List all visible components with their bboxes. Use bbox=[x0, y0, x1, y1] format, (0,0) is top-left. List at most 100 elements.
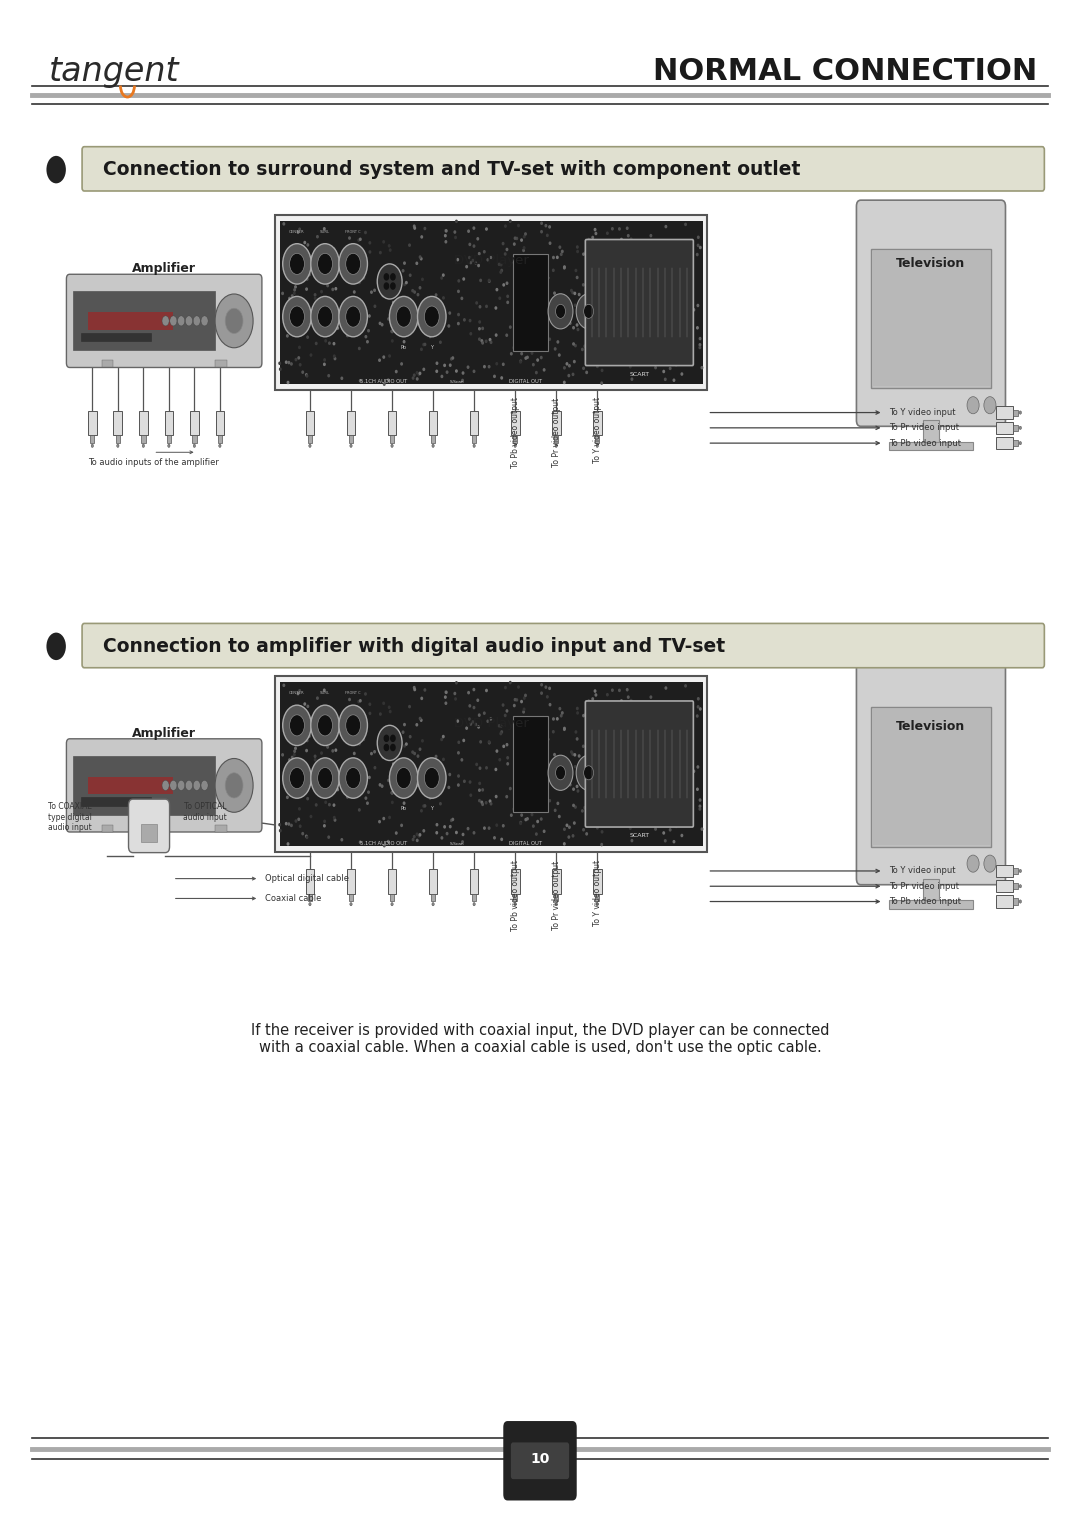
Circle shape bbox=[367, 802, 368, 804]
Circle shape bbox=[395, 370, 397, 373]
Circle shape bbox=[537, 821, 539, 822]
Circle shape bbox=[673, 840, 675, 843]
Circle shape bbox=[294, 289, 296, 290]
Circle shape bbox=[335, 287, 337, 290]
Bar bbox=[593, 869, 602, 894]
Circle shape bbox=[280, 368, 281, 370]
Circle shape bbox=[536, 371, 537, 374]
Circle shape bbox=[441, 738, 443, 741]
Circle shape bbox=[364, 315, 366, 318]
Circle shape bbox=[294, 292, 295, 295]
Circle shape bbox=[364, 776, 366, 779]
Circle shape bbox=[432, 903, 434, 906]
FancyBboxPatch shape bbox=[67, 275, 261, 368]
Circle shape bbox=[676, 772, 677, 773]
Circle shape bbox=[555, 766, 566, 779]
Circle shape bbox=[311, 255, 313, 258]
Circle shape bbox=[311, 717, 313, 720]
Circle shape bbox=[377, 726, 402, 761]
Circle shape bbox=[295, 821, 297, 822]
Circle shape bbox=[521, 738, 523, 741]
Circle shape bbox=[625, 741, 626, 744]
Text: DIGITAL OUT: DIGITAL OUT bbox=[510, 379, 542, 385]
Circle shape bbox=[480, 280, 482, 281]
Circle shape bbox=[582, 348, 583, 350]
Circle shape bbox=[283, 243, 311, 284]
Circle shape bbox=[485, 802, 487, 804]
Circle shape bbox=[537, 779, 539, 782]
Circle shape bbox=[607, 740, 608, 743]
Circle shape bbox=[679, 706, 680, 707]
Circle shape bbox=[676, 310, 677, 312]
Circle shape bbox=[500, 270, 501, 274]
Circle shape bbox=[334, 736, 335, 738]
Circle shape bbox=[438, 322, 440, 325]
Circle shape bbox=[333, 248, 335, 251]
Circle shape bbox=[346, 715, 361, 736]
Circle shape bbox=[606, 762, 608, 766]
Circle shape bbox=[572, 292, 573, 293]
Circle shape bbox=[289, 767, 305, 788]
Circle shape bbox=[299, 808, 300, 810]
Circle shape bbox=[621, 238, 622, 240]
Circle shape bbox=[675, 364, 677, 367]
Circle shape bbox=[327, 284, 328, 287]
Circle shape bbox=[419, 255, 421, 258]
Circle shape bbox=[615, 281, 616, 283]
Circle shape bbox=[611, 811, 613, 814]
Circle shape bbox=[325, 714, 327, 717]
Circle shape bbox=[430, 336, 431, 338]
Circle shape bbox=[590, 238, 591, 241]
Bar bbox=[113, 411, 122, 435]
Circle shape bbox=[478, 714, 480, 717]
Circle shape bbox=[667, 278, 670, 281]
Circle shape bbox=[389, 816, 390, 819]
Circle shape bbox=[514, 237, 516, 240]
Circle shape bbox=[414, 836, 415, 837]
Circle shape bbox=[365, 336, 366, 338]
Circle shape bbox=[477, 238, 478, 240]
Bar bbox=[889, 900, 973, 909]
Circle shape bbox=[473, 244, 475, 248]
Text: CENTER: CENTER bbox=[289, 231, 305, 234]
Circle shape bbox=[348, 303, 349, 304]
Circle shape bbox=[407, 762, 408, 766]
Circle shape bbox=[420, 779, 421, 782]
Circle shape bbox=[463, 319, 465, 321]
Circle shape bbox=[347, 724, 349, 727]
Circle shape bbox=[542, 746, 543, 747]
Circle shape bbox=[576, 269, 577, 272]
Circle shape bbox=[383, 384, 386, 385]
Circle shape bbox=[430, 798, 431, 799]
Text: To Pb video output: To Pb video output bbox=[511, 860, 519, 931]
Bar bbox=[513, 715, 548, 813]
Circle shape bbox=[1020, 869, 1022, 872]
Circle shape bbox=[596, 445, 598, 448]
Circle shape bbox=[621, 700, 622, 701]
Circle shape bbox=[514, 704, 515, 706]
Circle shape bbox=[531, 813, 532, 816]
Circle shape bbox=[611, 228, 613, 229]
Circle shape bbox=[511, 814, 512, 816]
Circle shape bbox=[609, 802, 611, 804]
Circle shape bbox=[513, 347, 514, 348]
Bar bbox=[81, 798, 151, 805]
Circle shape bbox=[564, 266, 565, 267]
Circle shape bbox=[315, 264, 316, 266]
Circle shape bbox=[532, 264, 535, 266]
Circle shape bbox=[698, 698, 699, 700]
Circle shape bbox=[404, 724, 405, 726]
Circle shape bbox=[572, 373, 573, 376]
Circle shape bbox=[283, 296, 311, 336]
Circle shape bbox=[446, 229, 447, 232]
Circle shape bbox=[525, 358, 527, 359]
Circle shape bbox=[454, 231, 456, 234]
Circle shape bbox=[359, 808, 360, 811]
Circle shape bbox=[297, 275, 298, 277]
Circle shape bbox=[328, 836, 329, 839]
Circle shape bbox=[588, 782, 589, 784]
Circle shape bbox=[359, 281, 360, 284]
Circle shape bbox=[684, 358, 686, 361]
Circle shape bbox=[394, 287, 395, 290]
Circle shape bbox=[117, 445, 119, 448]
